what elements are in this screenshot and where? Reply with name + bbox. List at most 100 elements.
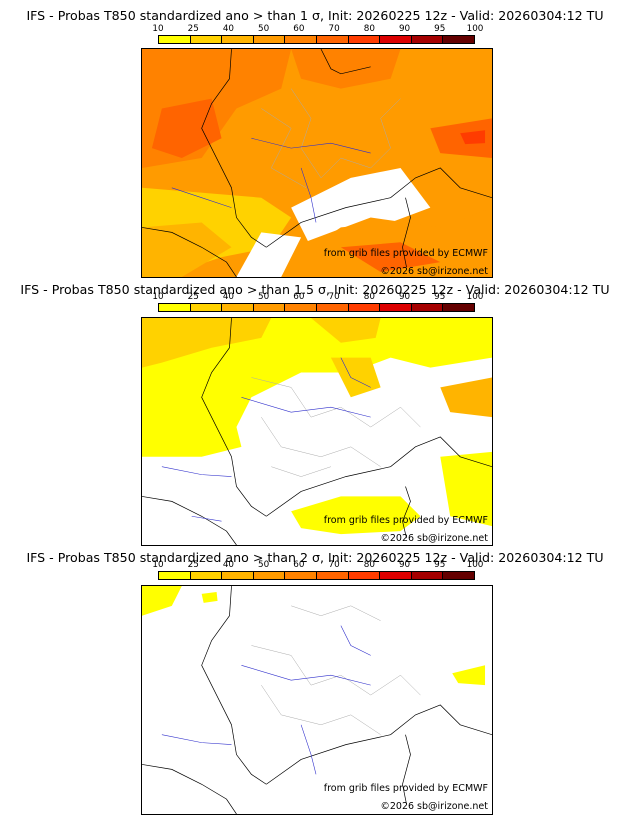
colorbar-segment <box>253 572 286 579</box>
colorbar-segment <box>443 572 474 579</box>
colorbar-ticks: 10 25 40 50 60 70 80 90 95 100 <box>152 292 483 302</box>
colorbar-tick-label: 70 <box>328 292 340 302</box>
iberia-no-signal <box>236 232 302 277</box>
colorbar-segment <box>411 36 444 43</box>
colorbar-segment <box>443 36 474 43</box>
colorbar-segment <box>159 572 191 579</box>
colorbar-tick-label: 70 <box>328 560 340 570</box>
colorbar-tick-label: 40 <box>222 292 235 302</box>
colorbar-segment <box>190 304 223 311</box>
credit-copyright: ©2026 sb@irizone.net <box>380 801 488 812</box>
colorbar-segment <box>190 572 223 579</box>
credit-copyright: ©2026 sb@irizone.net <box>380 533 488 544</box>
colorbar-tick-label: 40 <box>222 24 235 34</box>
panel-title: IFS - Probas T850 standardized ano > tha… <box>26 550 604 565</box>
colorbar-tick-label: 50 <box>258 24 270 34</box>
colorbar <box>158 571 475 580</box>
colorbar-segment <box>285 304 317 311</box>
colorbar-segment <box>380 572 412 579</box>
colorbar-tick-label: 80 <box>363 560 375 570</box>
probability-field-25-40 <box>330 357 381 398</box>
probability-field-10-25 <box>142 586 182 616</box>
credit-copyright: ©2026 sb@irizone.net <box>380 266 488 277</box>
colorbar-segment <box>316 572 349 579</box>
probability-field-80-90 <box>340 242 441 273</box>
colorbar-tick-label: 60 <box>293 24 305 34</box>
colorbar-tick-label: 50 <box>258 292 270 302</box>
colorbar-tick-label: 100 <box>466 560 484 570</box>
colorbar-segment <box>285 572 317 579</box>
probability-field-60-70 <box>271 207 492 277</box>
forecast-panel-1: IFS - Probas T850 standardized ano > tha… <box>0 0 630 280</box>
colorbar-tick-label: 10 <box>152 292 164 302</box>
colorbar-segment <box>253 304 286 311</box>
colorbar-tick-label: 90 <box>398 24 411 34</box>
colorbar-segment <box>348 572 381 579</box>
credit-source: from grib files provided by ECMWF <box>323 248 488 259</box>
probability-field-90-95 <box>460 130 486 145</box>
coastlines <box>142 586 492 814</box>
colorbar-segment <box>316 304 349 311</box>
colorbar <box>158 35 475 44</box>
colorbar-tick-label: 80 <box>363 24 375 34</box>
probability-field-10-25 <box>440 451 492 527</box>
forecast-panel-3: IFS - Probas T850 standardized ano > tha… <box>0 548 630 828</box>
probability-field-10-25 <box>142 318 492 457</box>
colorbar-tick-label: 100 <box>466 24 484 34</box>
probability-field-25-40 <box>142 318 272 368</box>
colorbar-segment <box>190 36 223 43</box>
credit-source: from grib files provided by ECMWF <box>323 515 488 526</box>
probability-map: from grib files provided by ECMWF ©2026 … <box>141 585 493 815</box>
probability-field-80-90 <box>430 118 492 159</box>
probability-field-10-25 <box>291 496 421 535</box>
probability-field-10-25 <box>452 665 486 686</box>
colorbar-segment <box>316 36 349 43</box>
colorbar-segment <box>222 36 254 43</box>
colorbar-tick-label: 70 <box>328 24 340 34</box>
admin-borders <box>251 377 421 477</box>
probability-field-40-50 <box>440 377 492 418</box>
panel-title: IFS - Probas T850 standardized ano > tha… <box>26 8 604 23</box>
probability-field-25-40 <box>311 318 381 343</box>
colorbar-tick-label: 95 <box>434 292 446 302</box>
colorbar-segment <box>348 36 381 43</box>
colorbar <box>158 303 475 312</box>
probability-field-40-50 <box>142 222 232 277</box>
admin-borders <box>251 605 421 735</box>
colorbar-tick-label: 60 <box>293 560 305 570</box>
probability-map: from grib files provided by ECMWF ©2026 … <box>141 48 493 278</box>
colorbar-ticks: 10 25 40 50 60 70 80 90 95 100 <box>152 24 483 34</box>
colorbar-segment <box>253 36 286 43</box>
colorbar-tick-label: 95 <box>434 24 446 34</box>
rivers <box>171 137 371 223</box>
map-graphic <box>142 318 492 545</box>
credit-source: from grib files provided by ECMWF <box>323 783 488 794</box>
colorbar-segment <box>380 304 412 311</box>
rivers <box>161 357 371 522</box>
colorbar-segment <box>222 572 254 579</box>
panel-title: IFS - Probas T850 standardized ano > tha… <box>20 282 610 297</box>
probability-field-70-80 <box>291 49 401 89</box>
colorbar-tick-label: 10 <box>152 24 164 34</box>
colorbar-tick-label: 100 <box>466 292 484 302</box>
colorbar-segment <box>222 304 254 311</box>
colorbar-tick-label: 80 <box>363 292 375 302</box>
probability-map: from grib files provided by ECMWF ©2026 … <box>141 317 493 546</box>
map-graphic <box>142 49 492 277</box>
colorbar-tick-label: 40 <box>222 560 235 570</box>
colorbar-tick-label: 50 <box>258 560 270 570</box>
no-signal-area <box>291 167 431 248</box>
colorbar-tick-label: 25 <box>187 24 199 34</box>
map-graphic <box>142 586 492 814</box>
colorbar-segment <box>285 36 317 43</box>
colorbar-tick-label: 95 <box>434 560 446 570</box>
colorbar-tick-label: 10 <box>152 560 164 570</box>
colorbar-tick-label: 60 <box>293 292 305 302</box>
colorbar-tick-label: 90 <box>398 292 411 302</box>
colorbar-segment <box>411 304 444 311</box>
probability-field-80-90 <box>151 98 222 159</box>
rivers <box>161 625 371 775</box>
colorbar-tick-label: 90 <box>398 560 411 570</box>
colorbar-ticks: 10 25 40 50 60 70 80 90 95 100 <box>152 560 483 570</box>
coastlines <box>142 318 492 545</box>
